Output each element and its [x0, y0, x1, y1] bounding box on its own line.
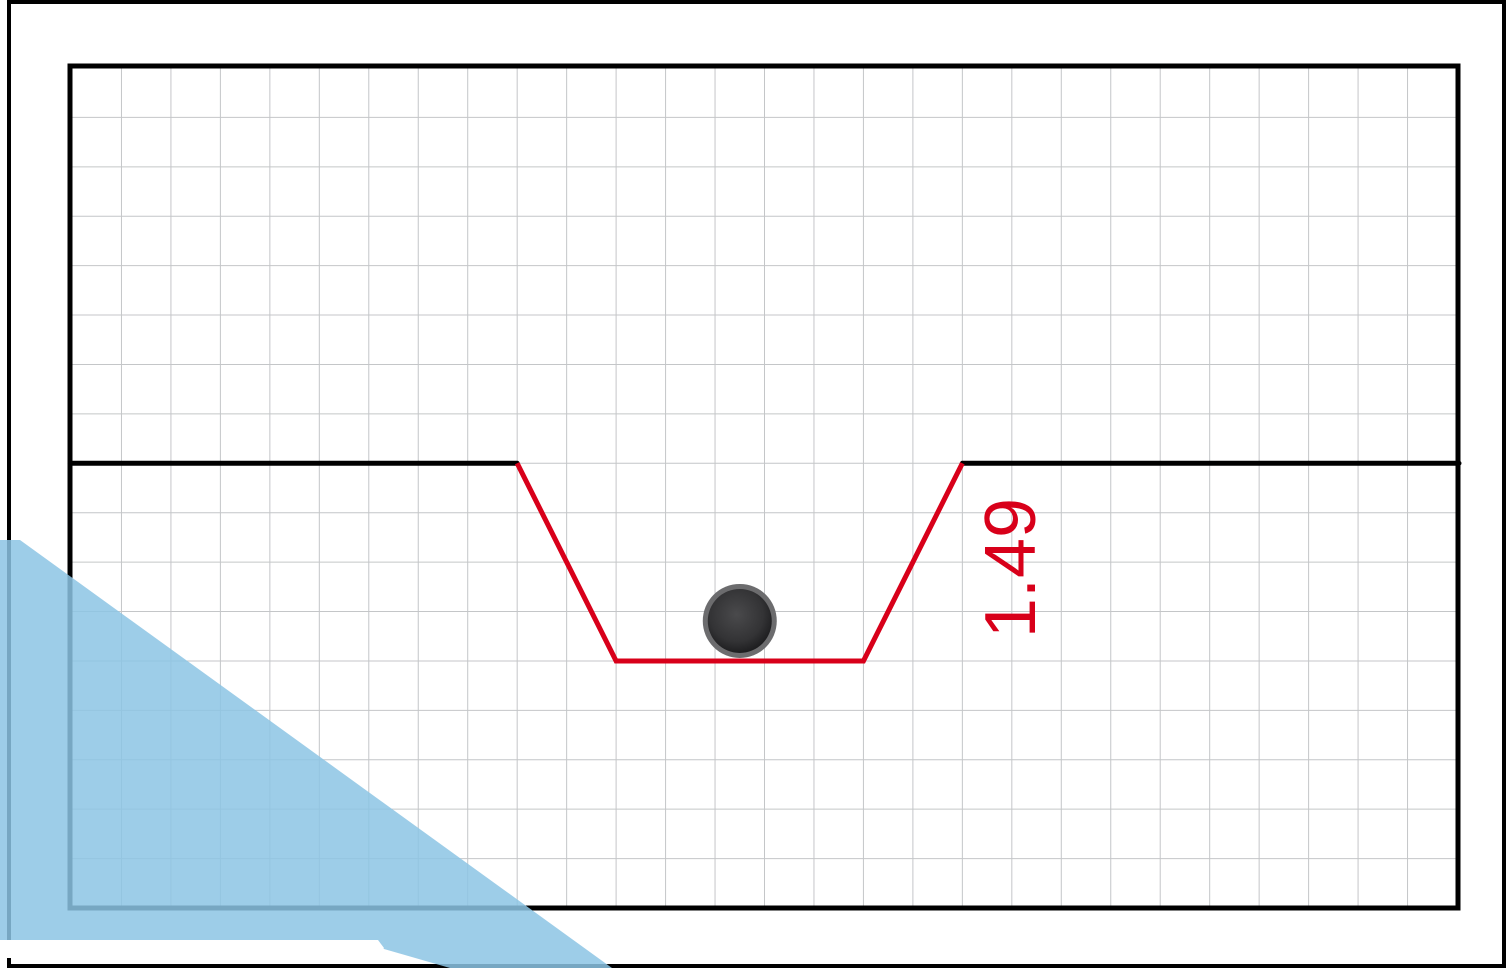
- grid-border: [67, 63, 1461, 911]
- slope-measurement-label: 1.49: [971, 498, 1051, 638]
- blue-highlight-tail: [0, 940, 384, 958]
- blue-highlight-band: [0, 540, 612, 968]
- trench-profile-line: [514, 462, 965, 664]
- ball: [702, 583, 777, 658]
- ball-core: [707, 588, 772, 653]
